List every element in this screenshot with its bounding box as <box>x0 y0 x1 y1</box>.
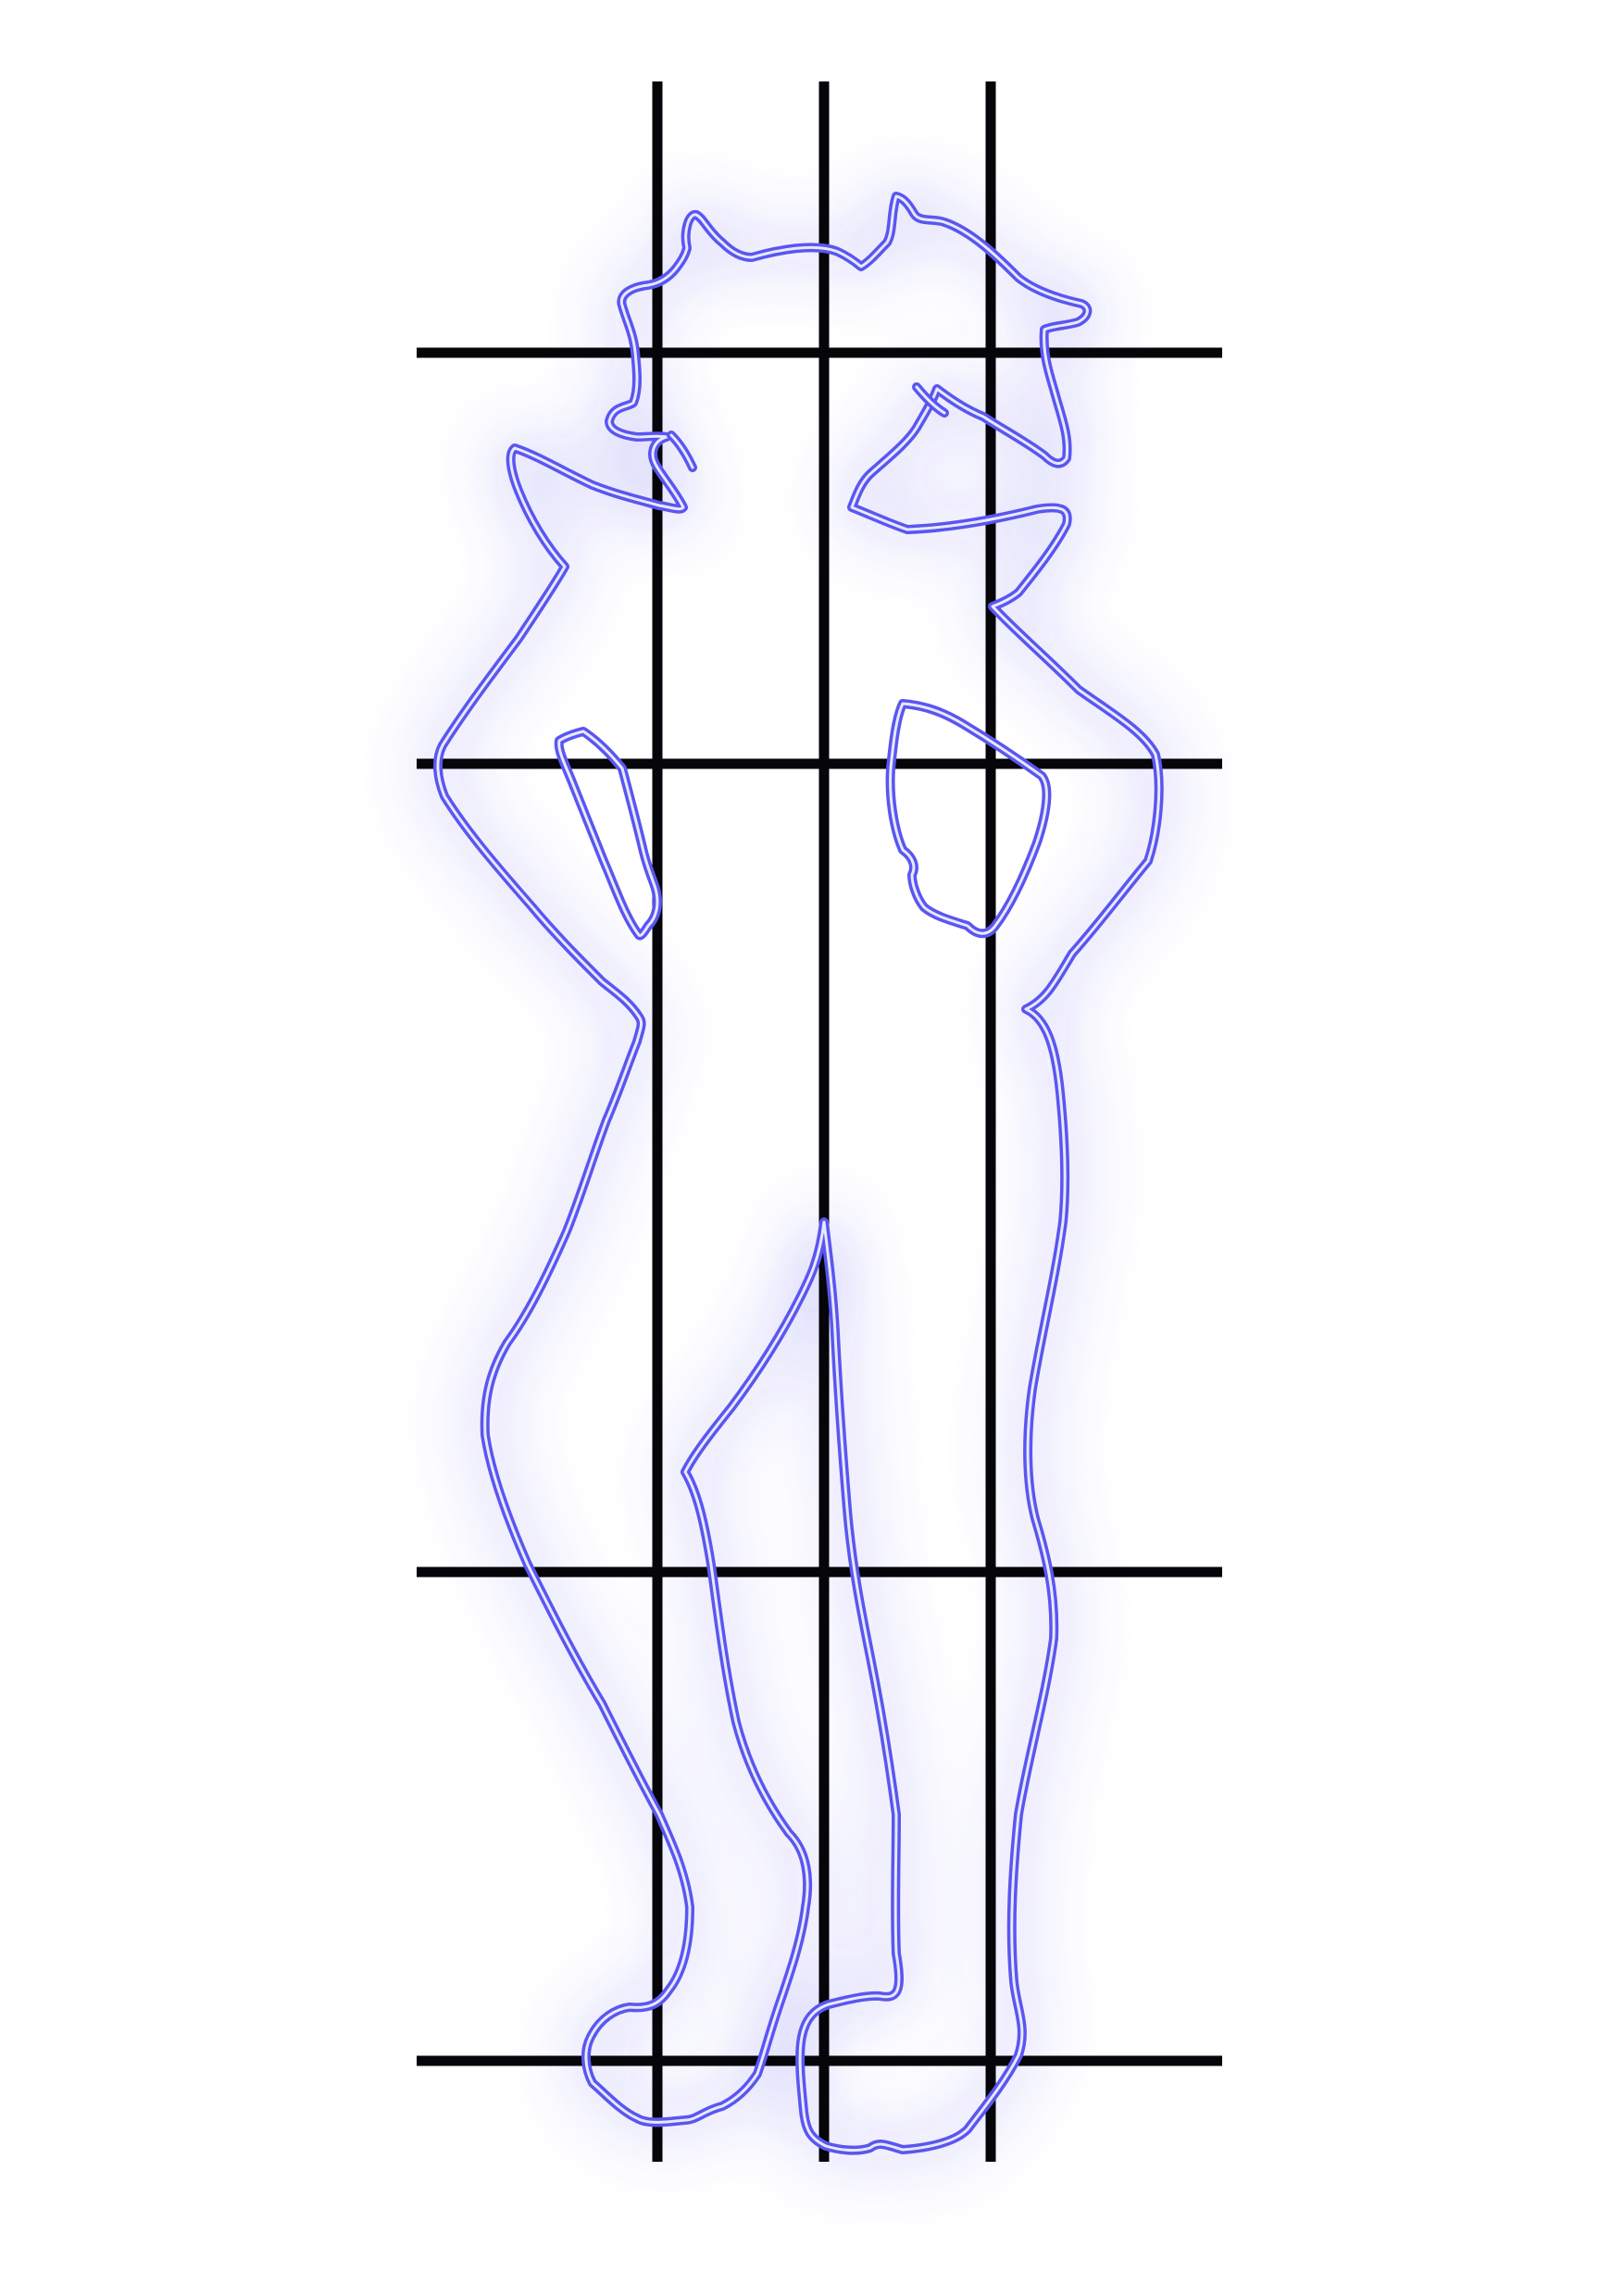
right-hand-outline-highlight <box>889 702 1048 935</box>
figure-silhouette-path-highlight <box>436 194 1161 2152</box>
figure-silhouette-path <box>433 192 1164 2155</box>
figure-glow <box>438 196 1159 2151</box>
grid-lines <box>417 81 1222 2162</box>
neon-figure-outline <box>433 192 1164 2155</box>
right-hand-outline <box>885 699 1052 939</box>
left-hand-outline-highlight <box>557 730 659 937</box>
face-right-outline-highlight <box>915 385 946 415</box>
figure-detail-outlines <box>554 382 1052 941</box>
left-ear-inner-outline-highlight <box>669 433 694 469</box>
